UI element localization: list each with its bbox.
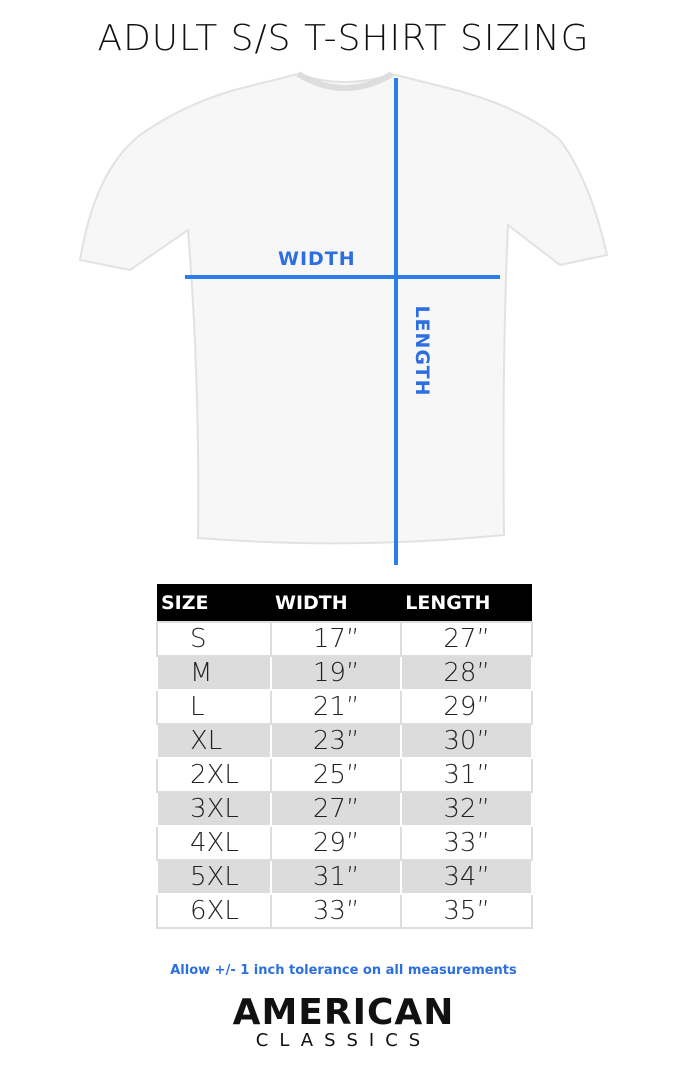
size-cell: XL xyxy=(156,723,272,759)
table-row: S 17” 27” xyxy=(156,621,533,657)
size-cell: S xyxy=(156,621,272,657)
length-cell: 31” xyxy=(400,757,533,793)
table-row: XL 23” 30” xyxy=(156,723,533,759)
width-cell: 27” xyxy=(269,791,403,827)
table-row: 5XL 31” 34” xyxy=(156,859,533,895)
size-cell: 5XL xyxy=(156,859,272,895)
size-cell: 3XL xyxy=(156,791,272,827)
width-cell: 17” xyxy=(269,621,403,657)
length-cell: 27” xyxy=(400,621,533,657)
length-cell: 28” xyxy=(400,655,533,691)
length-cell: 33” xyxy=(400,825,533,861)
header-length: LENGTH xyxy=(401,584,532,622)
size-cell: 4XL xyxy=(156,825,272,861)
width-cell: 29” xyxy=(269,825,403,861)
width-cell: 33” xyxy=(269,893,403,929)
length-cell: 34” xyxy=(400,859,533,895)
length-cell: 32” xyxy=(400,791,533,827)
header-size: SIZE xyxy=(157,584,271,622)
width-cell: 25” xyxy=(269,757,403,793)
length-cell: 30” xyxy=(400,723,533,759)
width-cell: 19” xyxy=(269,655,403,691)
width-cell: 23” xyxy=(269,723,403,759)
table-header: SIZE WIDTH LENGTH xyxy=(157,584,532,622)
table-row: 2XL 25” 31” xyxy=(156,757,533,793)
header-width: WIDTH xyxy=(271,584,402,622)
width-label: WIDTH xyxy=(278,248,356,270)
table-row: 6XL 33” 35” xyxy=(156,893,533,929)
collar xyxy=(296,71,394,91)
length-label: LENGTH xyxy=(411,305,433,397)
size-table: SIZE WIDTH LENGTH S 17” 27” M 19” 28” L 21” 29” X… xyxy=(156,584,533,929)
table-row: L 21” 29” xyxy=(156,689,533,725)
length-cell: 29” xyxy=(400,689,533,725)
length-cell: 35” xyxy=(400,893,533,929)
size-cell: 6XL xyxy=(156,893,272,929)
table-row: 3XL 27” 32” xyxy=(156,791,533,827)
tshirt-diagram xyxy=(78,71,609,565)
logo-line2: CLASSICS xyxy=(255,1030,432,1051)
logo-line1: AMERICAN xyxy=(232,992,455,1033)
size-cell: 2XL xyxy=(156,757,272,793)
size-cell: M xyxy=(156,655,272,691)
size-cell: L xyxy=(156,689,272,725)
table-row: M 19” 28” xyxy=(156,655,533,691)
width-cell: 31” xyxy=(269,859,403,895)
tshirt-shape xyxy=(78,72,609,545)
table-row: 4XL 29” 33” xyxy=(156,825,533,861)
tolerance-note: Allow +/- 1 inch tolerance on all measur… xyxy=(170,963,517,978)
width-cell: 21” xyxy=(269,689,403,725)
page-title: ADULT S/S T-SHIRT SIZING xyxy=(97,18,590,59)
